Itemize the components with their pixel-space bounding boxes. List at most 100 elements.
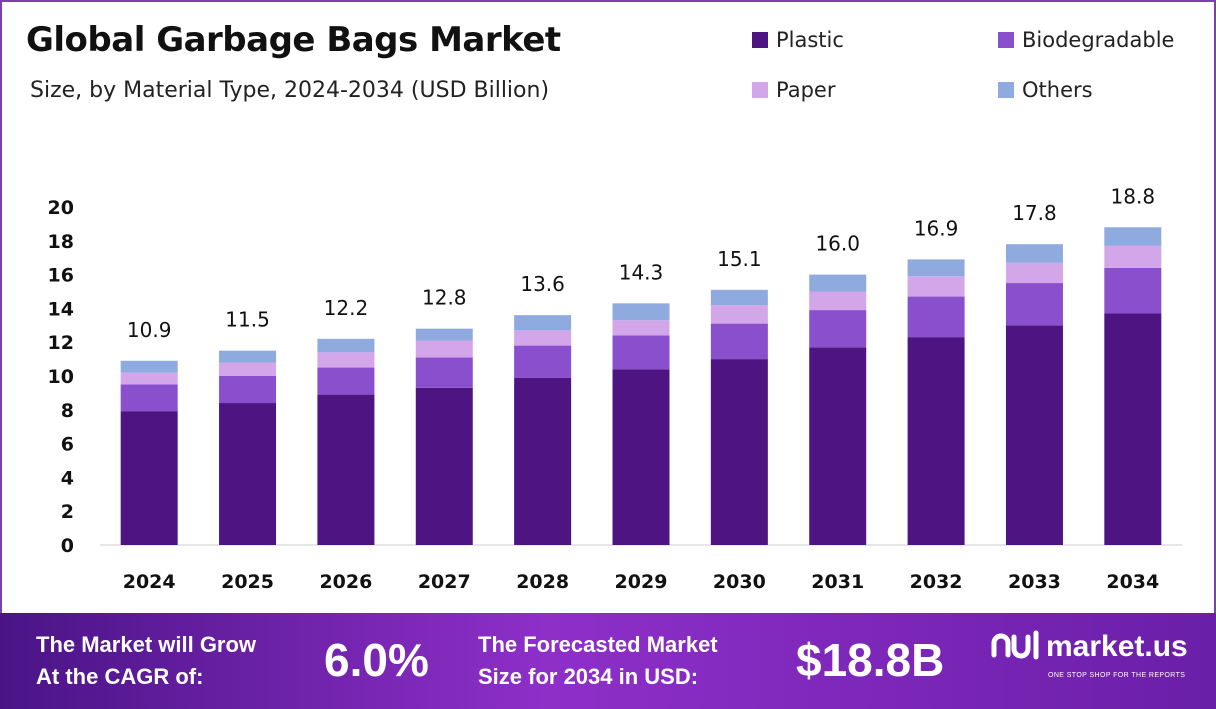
bar-segment-others (612, 303, 670, 321)
bar-segment-biodegradable (612, 335, 670, 370)
bar-segment-paper (219, 362, 277, 376)
brand-tagline: ONE STOP SHOP FOR THE REPORTS (1048, 672, 1186, 679)
x-tick-label: 2030 (713, 571, 766, 593)
bar-segment-plastic (907, 337, 965, 545)
bar-segment-paper (809, 291, 867, 311)
logo-icon (991, 630, 1039, 660)
legend-label: Plastic (776, 28, 844, 52)
cagr-label-line: At the CAGR of: (36, 664, 204, 689)
bar-segment-biodegradable (710, 323, 768, 360)
x-tick-label: 2032 (910, 571, 963, 593)
brand-logo-row: market.us (990, 627, 1188, 667)
total-data-label: 14.3 (619, 260, 664, 284)
y-tick-label: 16 (48, 265, 74, 287)
total-data-label: 12.2 (324, 296, 369, 320)
total-data-label: 10.9 (127, 318, 172, 342)
forecast-label-line: Size for 2034 in USD: (478, 664, 699, 689)
legend-others: Others (998, 78, 1093, 102)
footer-banner: The Market will Grow At the CAGR of: 6.0%… (0, 613, 1216, 709)
legend-label: Paper (776, 78, 836, 102)
bar-segment-others (415, 328, 473, 341)
cagr-value: 6.0% (324, 634, 429, 686)
bar-segment-paper (120, 372, 178, 385)
bar-segment-others (514, 315, 572, 331)
legend-plastic: Plastic (752, 28, 844, 52)
bar-segment-others (1005, 244, 1063, 263)
bar-chart: 0 2 4 6 8 10 12 14 16 18 20 10.9 2024 11.5 2025 12.2 202… (48, 184, 1182, 593)
bar-segment-paper (514, 330, 572, 346)
bar-segment-biodegradable (415, 357, 473, 388)
legend-paper: Paper (752, 78, 835, 102)
bar-segment-paper (907, 276, 965, 297)
bar-segment-plastic (120, 411, 178, 545)
bar-segment-plastic (710, 359, 768, 545)
cagr-label-line: The Market will Grow (36, 632, 257, 657)
x-tick-label: 2033 (1008, 571, 1061, 593)
y-tick-label: 8 (61, 400, 74, 422)
legend-biodegradable: Biodegradable (998, 28, 1174, 52)
total-data-label: 18.8 (1111, 184, 1156, 208)
y-tick-label: 14 (48, 298, 74, 320)
total-data-label: 12.8 (422, 286, 467, 310)
bar-segment-others (809, 274, 867, 292)
bar-segment-plastic (1005, 325, 1063, 545)
total-data-label: 15.1 (717, 247, 762, 271)
x-tick-label: 2025 (221, 571, 274, 593)
x-tick-label: 2027 (418, 571, 471, 593)
chart-title: Global Garbage Bags Market (26, 20, 561, 60)
y-tick-label: 18 (48, 231, 74, 253)
x-tick-label: 2029 (615, 571, 668, 593)
bar-segment-biodegradable (219, 376, 277, 404)
y-tick-label: 20 (48, 197, 74, 219)
bar-segment-others (710, 289, 768, 306)
legend-label: Others (1022, 78, 1093, 102)
total-data-label: 11.5 (225, 308, 270, 332)
chart-subtitle: Size, by Material Type, 2024-2034 (USD B… (30, 78, 550, 103)
bar-segment-paper (317, 352, 375, 368)
x-tick-label: 2024 (123, 571, 176, 593)
total-data-label: 16.9 (914, 216, 959, 240)
bar-segment-plastic (317, 394, 375, 545)
legend-swatch (752, 82, 768, 98)
legend-swatch (998, 82, 1014, 98)
y-tick-label: 0 (61, 535, 74, 557)
x-tick-label: 2026 (319, 571, 372, 593)
cagr-label: The Market will Grow At the CAGR of: (36, 629, 256, 693)
bar-segment-paper (415, 340, 473, 358)
total-data-label: 16.0 (815, 232, 860, 256)
brand-logo: market.us ONE STOP SHOP FOR THE REPORTS (990, 627, 1188, 681)
bar-segment-biodegradable (120, 384, 178, 412)
bar-segment-others (317, 338, 375, 353)
forecast-label-line: The Forecasted Market (478, 632, 718, 657)
y-tick-label: 10 (48, 366, 74, 388)
bar-segment-biodegradable (1005, 283, 1063, 326)
x-tick-label: 2028 (516, 571, 569, 593)
bar-segment-plastic (612, 369, 670, 545)
forecast-value: $18.8B (796, 634, 945, 686)
bar-segment-plastic (809, 347, 867, 545)
total-data-label: 17.8 (1012, 201, 1057, 225)
bar-segment-plastic (514, 377, 572, 545)
bar-segment-plastic (1104, 313, 1162, 545)
brand-name: market.us (1046, 630, 1188, 663)
legend-swatch (998, 32, 1014, 48)
bar-segment-others (219, 350, 277, 363)
bar-segment-plastic (415, 387, 473, 545)
x-tick-label: 2034 (1106, 571, 1159, 593)
y-tick-label: 4 (61, 467, 74, 489)
forecast-label: The Forecasted Market Size for 2034 in US… (478, 629, 718, 693)
bar-segment-biodegradable (1104, 267, 1162, 314)
bar-segment-others (120, 360, 178, 373)
legend-swatch (752, 32, 768, 48)
bar-segment-biodegradable (317, 367, 375, 395)
bar-segment-biodegradable (809, 310, 867, 348)
bar-segment-paper (612, 320, 670, 336)
bar-segment-others (1104, 227, 1162, 246)
y-tick-label: 12 (48, 332, 74, 354)
bar-segment-paper (710, 305, 768, 324)
x-tick-label: 2031 (811, 571, 864, 593)
bar-segment-biodegradable (907, 296, 965, 338)
bar-segment-plastic (219, 403, 277, 545)
bar-segment-others (907, 259, 965, 277)
bar-segment-paper (1005, 262, 1063, 284)
